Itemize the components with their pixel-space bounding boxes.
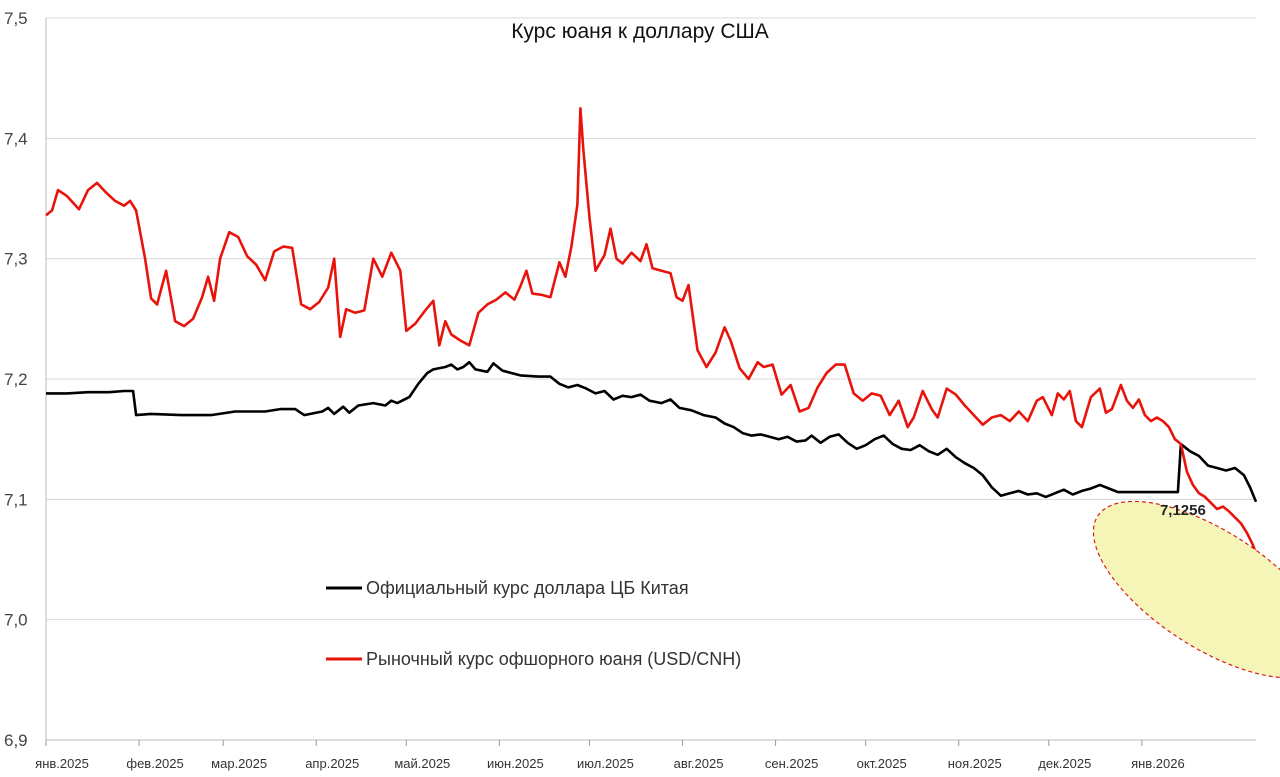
x-tick-label: янв.2026 — [1131, 756, 1185, 771]
legend-label: Рыночный курс офшорного юаня (USD/CNH) — [366, 649, 741, 669]
y-tick-label: 7,3 — [4, 250, 28, 269]
series-line-official — [46, 360, 1258, 503]
y-tick-label: 7,4 — [4, 129, 28, 148]
legend-label: Официальный курс доллара ЦБ Китая — [366, 578, 689, 598]
annotation-label: 7,1256 — [1160, 502, 1206, 519]
y-axis-ticks: 6,9 7,0 7,1 7,2 7,3 7,4 7,5 — [4, 9, 28, 750]
x-tick-label: июн.2025 — [487, 756, 544, 771]
x-tick-label: июл.2025 — [577, 756, 634, 771]
x-tick-label: авг.2025 — [674, 756, 724, 771]
x-tick-label: апр.2025 — [305, 756, 359, 771]
x-tick-label: янв.2025 — [35, 756, 89, 771]
legend: Официальный курс доллара ЦБ Китая Рыночны… — [326, 578, 741, 669]
annotations: 7,1256 — [1092, 500, 1280, 679]
x-axis-ticks: янв.2025 фев.2025 мар.2025 апр.2025 май.2025… — [35, 740, 1185, 771]
x-tick-label: май.2025 — [394, 756, 450, 771]
series-lines — [45, 107, 1258, 554]
x-tick-label: фев.2025 — [126, 756, 183, 771]
x-tick-label: мар.2025 — [211, 756, 267, 771]
chart-title: Курс юаня к доллару США — [511, 20, 769, 43]
y-tick-label: 6,9 — [4, 731, 28, 750]
x-tick-label: окт.2025 — [857, 756, 907, 771]
x-tick-label: ноя.2025 — [948, 756, 1002, 771]
y-tick-label: 7,5 — [4, 9, 28, 28]
y-tick-label: 7,2 — [4, 370, 28, 389]
x-tick-label: сен.2025 — [765, 756, 818, 771]
x-tick-label: дек.2025 — [1038, 756, 1091, 771]
y-tick-label: 7,1 — [4, 490, 28, 509]
highlight-ellipse — [1092, 500, 1280, 679]
gridlines — [45, 17, 1256, 741]
y-tick-label: 7,0 — [4, 611, 28, 630]
series-line-offshore — [45, 107, 1258, 554]
